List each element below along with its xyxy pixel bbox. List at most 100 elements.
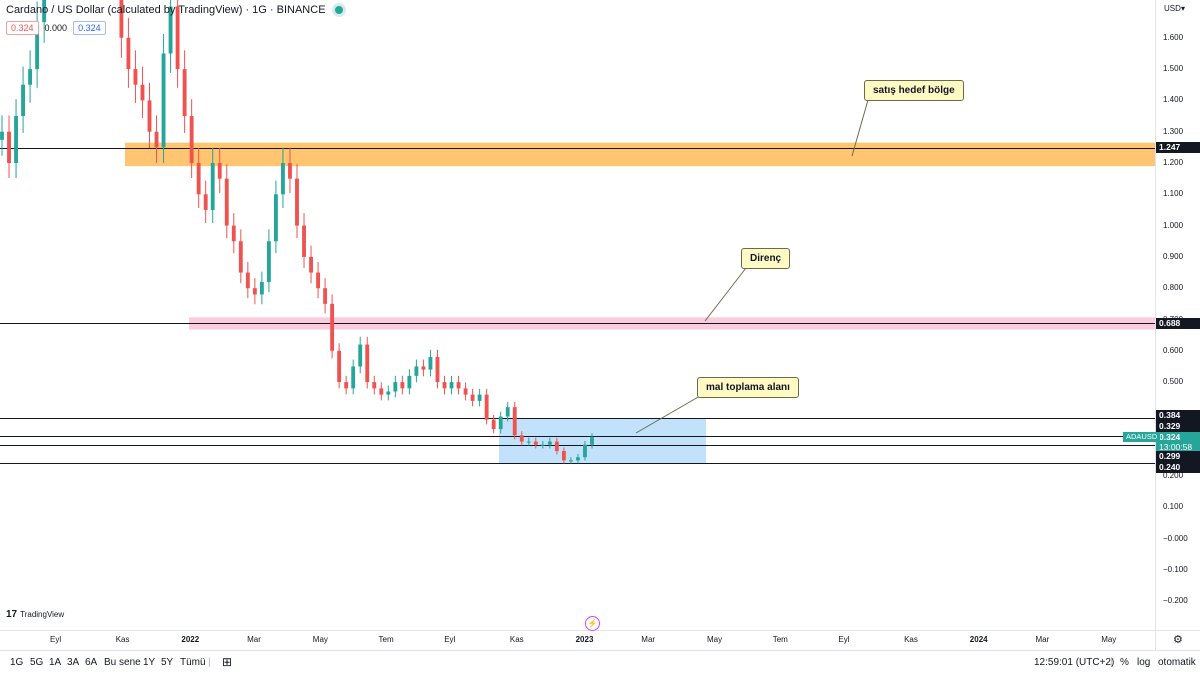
candle-1 [7,131,11,163]
candle-76 [533,441,538,445]
range-5g[interactable]: 5G [30,657,44,668]
candle-27 [189,116,194,163]
y-tick-label: −0.000 [1163,533,1188,543]
candle-47 [330,303,335,351]
callout-pointer-resistance [704,267,747,322]
candle-82 [576,457,580,461]
candle-59 [414,366,419,376]
x-tick-label: Mar [1035,635,1050,644]
legend-values: 0.324 0.000 0.324 [6,21,106,35]
x-tick-label: 2023 [575,635,594,644]
candle-22 [154,131,159,148]
callout-accumulation[interactable]: mal toplama alanı [697,377,799,398]
candle-46 [323,288,328,304]
candle-63 [442,382,447,389]
candle-6 [42,0,47,23]
countdown-tag: 13:00:58 [1156,442,1200,453]
y-tick-label: −0.200 [1163,596,1188,606]
percent-toggle[interactable]: % [1120,657,1129,668]
sell-price-value[interactable]: 0.324 [6,21,39,35]
candle-54 [379,388,384,395]
currency-label[interactable]: USD [1164,4,1181,13]
chart-canvas[interactable] [0,0,1155,630]
settings-corner[interactable]: ⚙ [1155,630,1200,650]
callout-resistance[interactable]: Direnç [741,248,791,269]
range-ytd[interactable]: Bu sene [104,657,141,668]
price-tag-1247: 1.247 [1156,142,1200,153]
time-axis[interactable]: Eyl Kas 2022 Mar May Tem Eyl Kas 2023 Mar May Tem Ey… [0,630,1155,650]
y-tick-label: 0.100 [1163,502,1184,512]
range-1g[interactable]: 1G [10,657,24,668]
gear-icon[interactable]: ⚙ [1173,634,1183,646]
range-5y[interactable]: 5Y [161,657,174,668]
candle-44 [309,256,313,273]
candle-66 [463,388,468,395]
candle-36 [252,288,257,295]
range-1a[interactable]: 1A [49,657,62,668]
x-tick-label: Kas [509,635,524,644]
x-tick-label: Mar [247,635,261,644]
brand-label: TradingView [20,610,65,619]
candle-78 [547,441,552,445]
range-3a[interactable]: 3A [67,657,80,668]
price-tag-0299: 0.299 [1156,451,1200,462]
x-tick-label: 2022 [181,635,200,644]
y-tick-label: 0.200 [1163,471,1184,480]
candle-4 [28,69,33,85]
x-tick-label: Mar [641,635,656,644]
clock-label[interactable]: 12:59:01 (UTC+2) [1034,657,1115,668]
candle-19 [133,69,138,85]
y-tick-label: 1.300 [1163,126,1184,136]
candle-68 [477,394,482,401]
lightning-icon[interactable]: ⚡ [585,616,600,631]
candle-53 [372,382,377,389]
candle-65 [456,382,461,389]
candle-43 [302,225,306,257]
log-toggle[interactable]: log [1137,657,1151,668]
candle-79 [554,441,559,451]
chart-title[interactable]: Cardano / US Dollar (calculated by Tradi… [6,4,326,16]
y-tick-label: 1.100 [1163,189,1184,199]
candle-25 [175,6,180,70]
candle-83 [583,444,587,458]
candle-17 [119,0,124,38]
candle-75 [526,441,531,443]
y-tick-label: 1.200 [1163,158,1184,167]
candle-39 [273,194,278,242]
price-axis[interactable]: USD ▾ [1155,0,1200,630]
candle-31 [217,163,222,179]
x-tick-label: Kas [904,635,918,644]
candle-37 [259,281,264,295]
candle-72 [505,407,510,417]
range-6a[interactable]: 6A [85,657,98,668]
candle-51 [358,344,363,367]
candle-33 [231,225,236,242]
chart-area[interactable] [0,0,1155,630]
candle-29 [203,194,208,210]
range-all[interactable]: Tümü [180,657,206,668]
buy-price-value[interactable]: 0.324 [73,21,106,35]
range-1y[interactable]: 1Y [143,657,156,668]
candle-34 [238,241,243,273]
callout-sell-target[interactable]: satış hedef bölge [864,80,964,101]
chevron-down-icon[interactable]: ▾ [1181,4,1186,13]
candle-35 [245,272,250,289]
candle-71 [498,416,503,430]
candle-20 [140,84,145,101]
candle-30 [210,163,215,210]
auto-toggle[interactable]: otomatik [1158,657,1196,668]
divider-2: | [1110,657,1113,668]
candle-26 [182,69,187,117]
callout-pointer-accumulation [635,395,701,434]
candle-61 [428,357,433,370]
candle-49 [344,382,349,389]
date-range-icon[interactable]: ⊞ [222,655,233,669]
candle-0 [0,131,4,140]
candle-45 [316,272,321,289]
symbol-legend: Cardano / US Dollar (calculated by Tradi… [6,4,343,16]
spread-value: 0.000 [44,23,68,33]
x-tick-label: Kas [115,635,130,644]
y-tick-label: 1.400 [1163,95,1184,105]
x-tick-label: 2024 [969,635,988,644]
tradingview-logo[interactable]: 17 TradingView [6,609,64,620]
